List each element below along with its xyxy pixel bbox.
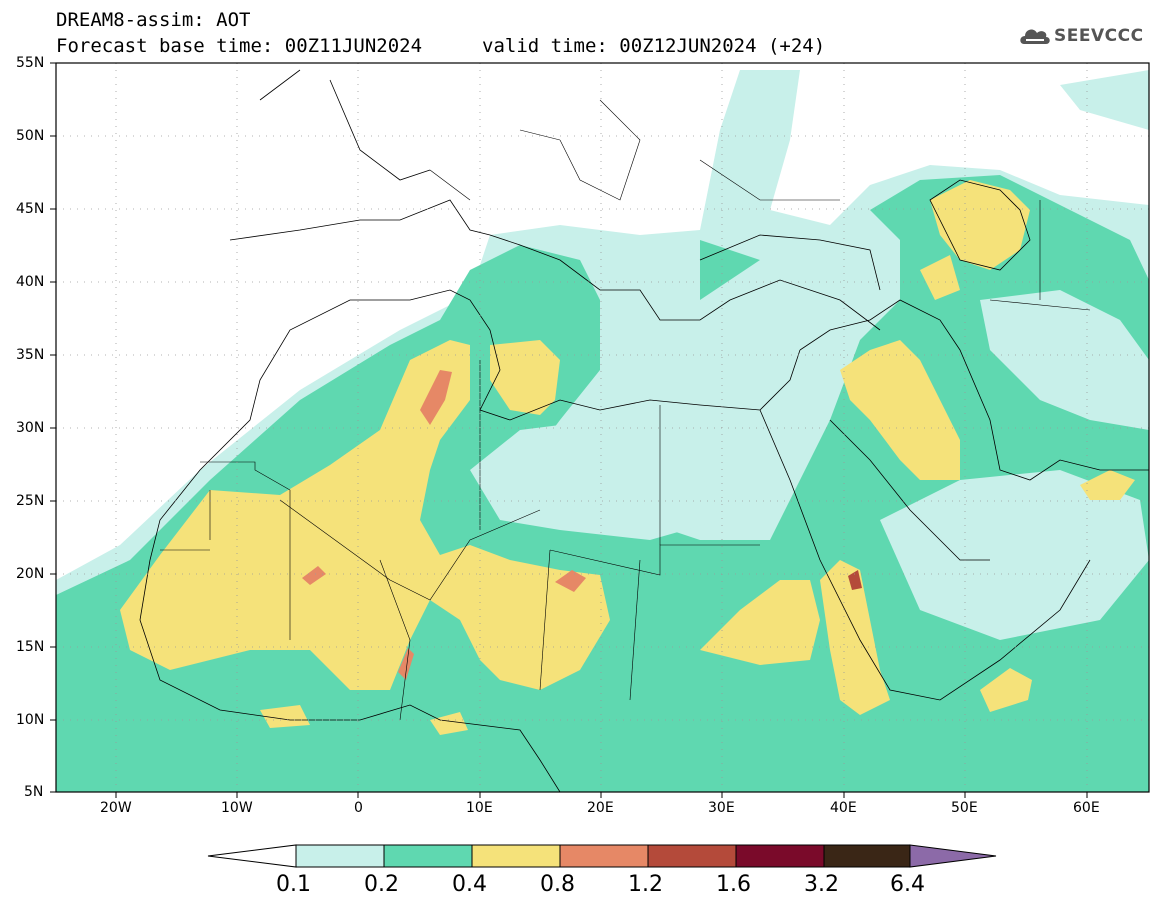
colorbar-swatch bbox=[647, 844, 737, 868]
aot-0.4-region bbox=[260, 705, 310, 728]
lon-label: 0 bbox=[354, 800, 363, 816]
aot-0.4-region bbox=[120, 340, 610, 690]
aot-low-region bbox=[880, 470, 1149, 640]
colorbar-label: 0.2 bbox=[364, 872, 399, 897]
lon-label: 60E bbox=[1073, 800, 1100, 816]
aot-0.4-region bbox=[920, 255, 960, 300]
colorbar-label: 0.1 bbox=[276, 872, 311, 897]
colorbar-under-triangle bbox=[207, 844, 297, 868]
lat-label: 5N bbox=[24, 784, 44, 800]
lon-label: 10W bbox=[221, 800, 253, 816]
lat-label: 55N bbox=[16, 55, 45, 71]
colorbar-swatch bbox=[735, 844, 825, 868]
lat-label: 10N bbox=[16, 712, 45, 728]
forecast-base-time: Forecast base time: 00Z11JUN2024 bbox=[56, 35, 423, 57]
lon-label: 20E bbox=[587, 800, 614, 816]
lon-label: 10E bbox=[466, 800, 493, 816]
seevccc-logo: SEEVCCC bbox=[1018, 24, 1158, 52]
lat-label: 45N bbox=[16, 201, 45, 217]
aot-0.4-region bbox=[980, 668, 1032, 712]
aot-low-region bbox=[980, 290, 1149, 430]
graticule bbox=[56, 63, 1149, 792]
colorbar-label: 1.2 bbox=[628, 872, 663, 897]
colorbar-over-triangle bbox=[909, 844, 997, 868]
lat-label: 25N bbox=[16, 493, 45, 509]
lat-label: 50N bbox=[16, 128, 45, 144]
colorbar-label: 6.4 bbox=[890, 872, 925, 897]
lat-label: 40N bbox=[16, 274, 45, 290]
lat-label: 35N bbox=[16, 347, 45, 363]
colorbar-swatch bbox=[383, 844, 473, 868]
aot-0.4-region bbox=[430, 712, 468, 735]
valid-time: valid time: 00Z12JUN2024 (+24) bbox=[482, 35, 826, 57]
aot-0.4-region bbox=[840, 340, 960, 480]
aot-0.8-region bbox=[302, 566, 326, 585]
coastlines bbox=[139, 69, 1149, 792]
colorbar bbox=[207, 844, 997, 868]
aot-0.8-region bbox=[398, 648, 414, 680]
axis-ticks bbox=[50, 62, 1088, 798]
aot-0.1-region bbox=[1060, 70, 1149, 130]
colorbar-swatch bbox=[559, 844, 649, 868]
colorbar-label: 0.8 bbox=[540, 872, 575, 897]
aot-contours bbox=[56, 70, 1149, 792]
aot-0.4-region bbox=[1080, 470, 1135, 500]
logo-text: SEEVCCC bbox=[1054, 26, 1144, 46]
aot-low-region bbox=[470, 420, 720, 540]
colorbar-label: 3.2 bbox=[804, 872, 839, 897]
colorbar-label: 1.6 bbox=[716, 872, 751, 897]
aot-0.4-region bbox=[820, 560, 890, 715]
colorbar-swatch bbox=[295, 844, 385, 868]
aot-0.4-region bbox=[490, 340, 560, 415]
cloud-icon bbox=[1020, 29, 1050, 44]
lat-label: 20N bbox=[16, 566, 45, 582]
aot-0.8-region bbox=[420, 370, 452, 425]
colorbar-swatch bbox=[823, 844, 911, 868]
aot-1.2-region bbox=[848, 570, 862, 590]
map-title: DREAM8-assim: AOT bbox=[56, 9, 251, 31]
lon-label: 30E bbox=[708, 800, 735, 816]
aot-0.4-region bbox=[700, 580, 820, 665]
aot-0.2-region bbox=[700, 240, 760, 300]
aot-0.4-region bbox=[930, 180, 1030, 270]
colorbar-label: 0.4 bbox=[452, 872, 487, 897]
lon-label: 20W bbox=[100, 800, 132, 816]
lon-label: 40E bbox=[830, 800, 857, 816]
colorbar-swatch bbox=[471, 844, 561, 868]
aot-0.8-region bbox=[555, 570, 586, 592]
lat-label: 15N bbox=[16, 639, 45, 655]
lat-label: 30N bbox=[16, 420, 45, 436]
lon-label: 50E bbox=[951, 800, 978, 816]
